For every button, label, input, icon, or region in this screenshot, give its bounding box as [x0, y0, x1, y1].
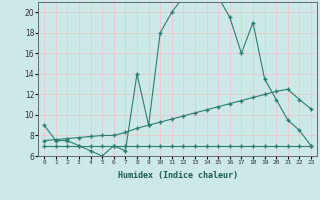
X-axis label: Humidex (Indice chaleur): Humidex (Indice chaleur): [118, 171, 238, 180]
